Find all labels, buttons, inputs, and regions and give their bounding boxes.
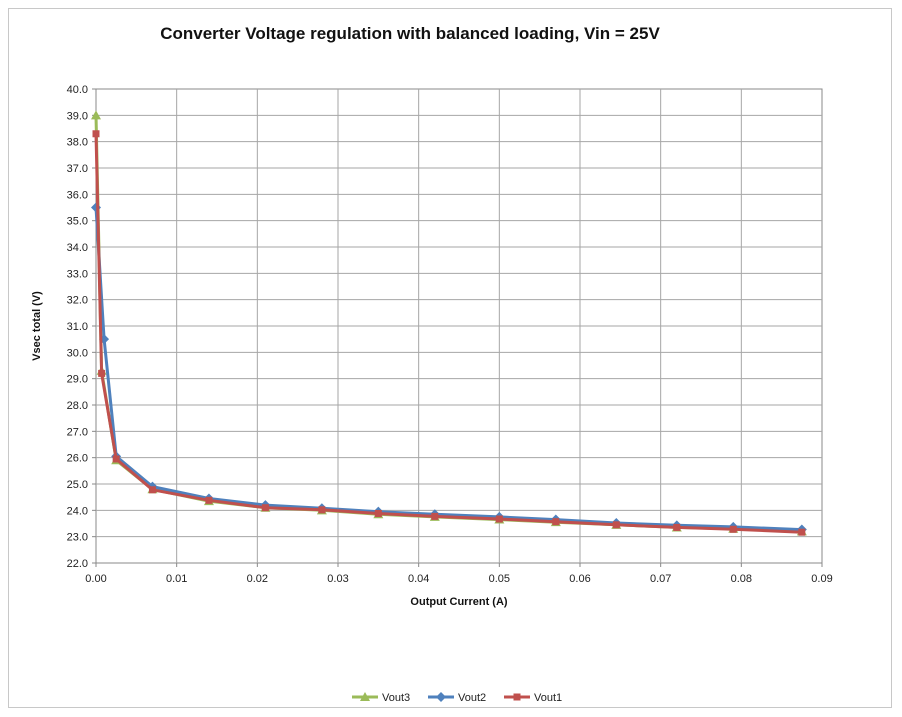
data-point-vout1 (495, 515, 503, 523)
data-point-vout1 (431, 512, 439, 520)
x-tick-label: 0.06 (569, 573, 590, 585)
x-tick-label: 0.08 (731, 573, 752, 585)
y-tick-label: 31.0 (67, 321, 88, 333)
y-tick-label: 35.0 (67, 216, 88, 228)
data-point-vout1 (318, 506, 326, 514)
data-point-vout1 (673, 523, 681, 531)
y-tick-label: 39.0 (67, 110, 88, 122)
x-tick-label: 0.04 (408, 573, 429, 585)
legend-marker-vout1 (513, 693, 521, 701)
legend-label-vout1: Vout1 (534, 692, 562, 704)
legend-marker-vout3 (360, 692, 370, 701)
y-tick-label: 38.0 (67, 137, 88, 149)
data-point-vout1 (612, 521, 620, 529)
legend-label-vout2: Vout2 (458, 692, 486, 704)
data-point-vout1 (205, 496, 213, 504)
y-tick-label: 36.0 (67, 189, 88, 201)
x-tick-label: 0.05 (489, 573, 510, 585)
x-tick-label: 0.07 (650, 573, 671, 585)
y-tick-label: 33.0 (67, 268, 88, 280)
y-tick-label: 29.0 (67, 374, 88, 386)
y-tick-label: 26.0 (67, 453, 88, 465)
y-tick-label: 32.0 (67, 295, 88, 307)
data-point-vout1 (552, 518, 560, 526)
y-tick-label: 25.0 (67, 479, 88, 491)
y-axis-title: Vsec total (V) (31, 291, 43, 361)
y-tick-label: 24.0 (67, 505, 88, 517)
data-point-vout3 (91, 110, 101, 120)
y-tick-label: 27.0 (67, 426, 88, 438)
x-tick-label: 0.02 (247, 573, 268, 585)
x-tick-label: 0.03 (327, 573, 348, 585)
data-point-vout1 (798, 528, 806, 536)
data-point-vout1 (112, 455, 120, 463)
data-point-vout1 (261, 504, 269, 512)
data-point-vout1 (98, 369, 106, 377)
x-tick-label: 0.00 (85, 573, 106, 585)
data-point-vout1 (148, 486, 156, 494)
y-tick-label: 30.0 (67, 347, 88, 359)
data-point-vout1 (729, 525, 737, 533)
y-tick-label: 34.0 (67, 242, 88, 254)
y-tick-label: 28.0 (67, 400, 88, 412)
x-axis-title: Output Current (A) (410, 596, 507, 608)
legend-marker-vout2 (436, 692, 446, 702)
data-point-vout1 (374, 509, 382, 517)
y-tick-label: 37.0 (67, 163, 88, 175)
legend-label-vout3: Vout3 (382, 692, 410, 704)
y-tick-label: 40.0 (67, 84, 88, 96)
y-tick-label: 22.0 (67, 558, 88, 570)
x-tick-label: 0.09 (811, 573, 832, 585)
data-point-vout1 (92, 130, 100, 138)
y-tick-label: 23.0 (67, 532, 88, 544)
chart-title: Converter Voltage regulation with balanc… (160, 24, 660, 43)
x-tick-label: 0.01 (166, 573, 187, 585)
